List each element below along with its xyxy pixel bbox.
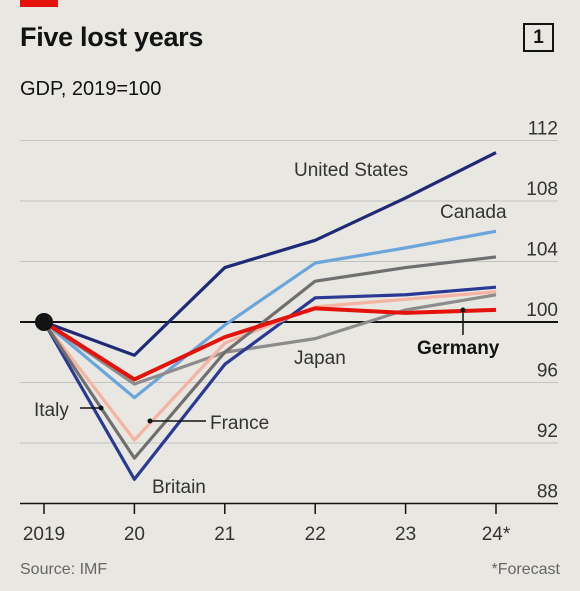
x-tick-label: 22 [305, 524, 326, 545]
y-tick-label: 92 [537, 421, 558, 442]
series-line-japan [43, 293, 497, 386]
y-tick-label: 88 [537, 482, 558, 503]
brand-tag [20, 0, 58, 7]
italy-leader-dot [98, 405, 104, 411]
label-germany: Germany [417, 338, 500, 359]
x-tick-label: 21 [214, 524, 235, 545]
x-tick-label: 23 [395, 524, 416, 545]
chart-number-badge: 1 [523, 23, 554, 52]
label-italy: Italy [34, 400, 69, 421]
series-line-britain [42, 285, 497, 481]
y-tick-label: 96 [537, 361, 558, 382]
y-tick-label: 104 [526, 240, 558, 261]
france-leader-dot [147, 418, 153, 424]
y-tick-labels: 88 92 96 100 104 108 112 [526, 119, 558, 503]
y-tick-label: 108 [526, 179, 558, 200]
origin-marker [35, 313, 53, 331]
label-united-states: United States [294, 160, 408, 181]
grid-lines [20, 140, 558, 505]
label-canada: Canada [440, 202, 507, 223]
label-japan: Japan [294, 348, 346, 369]
series-line-france [42, 290, 497, 442]
y-tick-label: 100 [526, 300, 558, 321]
x-tick-label: 2019 [23, 524, 65, 545]
chart-title: Five lost years [20, 22, 204, 52]
germany-leader-dot [460, 307, 466, 313]
label-france: France [210, 413, 269, 434]
x-tick-label: 24* [482, 524, 511, 545]
series-line-united-states [43, 151, 497, 357]
source-note: Source: IMF [20, 561, 108, 578]
chart-subtitle: GDP, 2019=100 [20, 78, 162, 100]
y-tick-label: 112 [528, 119, 558, 140]
series-line-germany [42, 306, 497, 382]
x-axis: 2019 20 21 22 23 24* [23, 504, 511, 545]
x-tick-label: 20 [124, 524, 145, 545]
forecast-note: *Forecast [491, 561, 560, 578]
series-line-italy [42, 255, 497, 460]
series-line-canada [42, 229, 497, 400]
label-britain: Britain [152, 477, 206, 498]
series-lines [42, 151, 497, 481]
